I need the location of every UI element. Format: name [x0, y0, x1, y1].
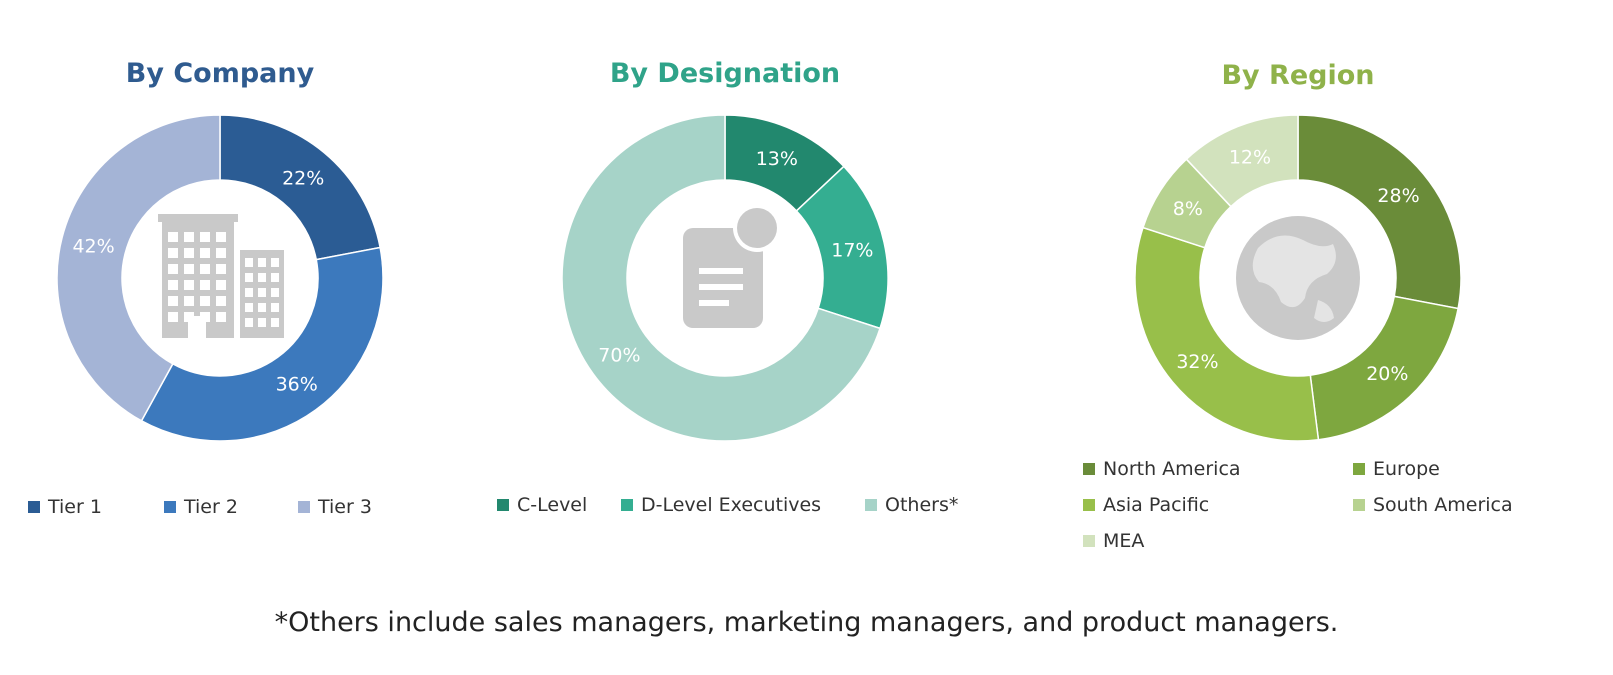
legend-swatch-tier-3: [298, 501, 310, 513]
data-label-d-level-executives: 17%: [831, 240, 873, 262]
legend-item-c-level: C-Level: [497, 494, 587, 516]
footnote: *Others include sales managers, marketin…: [274, 607, 1339, 638]
legend-label-c-level: C-Level: [517, 494, 588, 516]
company-chart-title: By Company: [125, 58, 315, 89]
legend-item-asia-pacific: Asia Pacific: [1083, 494, 1209, 516]
region-donut-chart: 28% 20% 32% 8% 12%: [1134, 114, 1462, 442]
legend-swatch-asia-pacific: [1083, 499, 1095, 511]
legend-swatch-d-level-executives: [621, 499, 633, 511]
legend-swatch-others: [865, 499, 877, 511]
slice-mea: [1185, 114, 1299, 208]
slice-others: [561, 114, 881, 442]
legend-item-tier-1: Tier 1: [28, 496, 102, 518]
slice-tier-2: [140, 246, 384, 442]
slice-north-america: [1297, 114, 1462, 310]
legend-label-tier-2: Tier 2: [184, 496, 238, 518]
designation-donut-chart: 13% 17% 70%: [561, 114, 889, 442]
legend-label-south-america: South America: [1373, 494, 1513, 516]
legend-item-d-level-executives: D-Level Executives: [621, 494, 821, 516]
slice-europe: [1309, 295, 1459, 441]
data-label-south-america: 8%: [1173, 198, 1203, 220]
region-legend: North America Europe Asia Pacific South …: [1083, 458, 1563, 558]
legend-item-europe: Europe: [1353, 458, 1440, 480]
legend-swatch-c-level: [497, 499, 509, 511]
legend-item-north-america: North America: [1083, 458, 1241, 480]
data-label-north-america: 28%: [1377, 185, 1419, 207]
designation-chart-panel: By Designation 13% 17% 70%: [545, 0, 905, 590]
legend-label-asia-pacific: Asia Pacific: [1103, 494, 1210, 516]
legend-item-others: Others*: [865, 494, 958, 516]
data-label-asia-pacific: 32%: [1176, 351, 1218, 373]
data-label-europe: 20%: [1366, 363, 1408, 385]
data-label-mea: 12%: [1229, 147, 1271, 169]
legend-item-tier-2: Tier 2: [164, 496, 238, 518]
legend-item-mea: MEA: [1083, 530, 1144, 552]
legend-label-mea: MEA: [1103, 530, 1145, 552]
legend-swatch-mea: [1083, 535, 1095, 547]
data-label-tier-2: 36%: [276, 374, 318, 396]
data-label-tier-3: 42%: [72, 236, 114, 258]
legend-label-others: Others*: [885, 494, 959, 516]
legend-label-north-america: North America: [1103, 458, 1241, 480]
legend-label-tier-1: Tier 1: [48, 496, 102, 518]
legend-swatch-europe: [1353, 463, 1365, 475]
legend-label-tier-3: Tier 3: [318, 496, 372, 518]
company-chart-panel: By Company 22% 36% 42%: [40, 0, 400, 590]
globe-icon: [1236, 216, 1360, 340]
data-label-tier-1: 22%: [282, 167, 324, 189]
slice-asia-pacific: [1134, 226, 1320, 442]
data-label-others: 70%: [598, 345, 640, 367]
legend-swatch-north-america: [1083, 463, 1095, 475]
slice-tier-1: [219, 114, 381, 261]
slice-tier-3: [56, 114, 221, 422]
designation-chart-title: By Designation: [609, 58, 841, 89]
company-donut-chart: 22% 36% 42%: [56, 114, 384, 442]
document-icon: [683, 204, 781, 328]
region-chart-title: By Region: [1221, 60, 1375, 91]
legend-label-d-level-executives: D-Level Executives: [641, 494, 822, 516]
legend-item-tier-3: Tier 3: [298, 496, 372, 518]
legend-label-europe: Europe: [1373, 458, 1440, 480]
building-icon: [158, 214, 284, 338]
region-chart-panel: By Region 28% 20% 32% 8% 12%: [1118, 0, 1478, 590]
legend-swatch-tier-1: [28, 501, 40, 513]
legend-item-south-america: South America: [1353, 494, 1513, 516]
data-label-c-level: 13%: [756, 148, 798, 170]
legend-swatch-tier-2: [164, 501, 176, 513]
legend-swatch-south-america: [1353, 499, 1365, 511]
